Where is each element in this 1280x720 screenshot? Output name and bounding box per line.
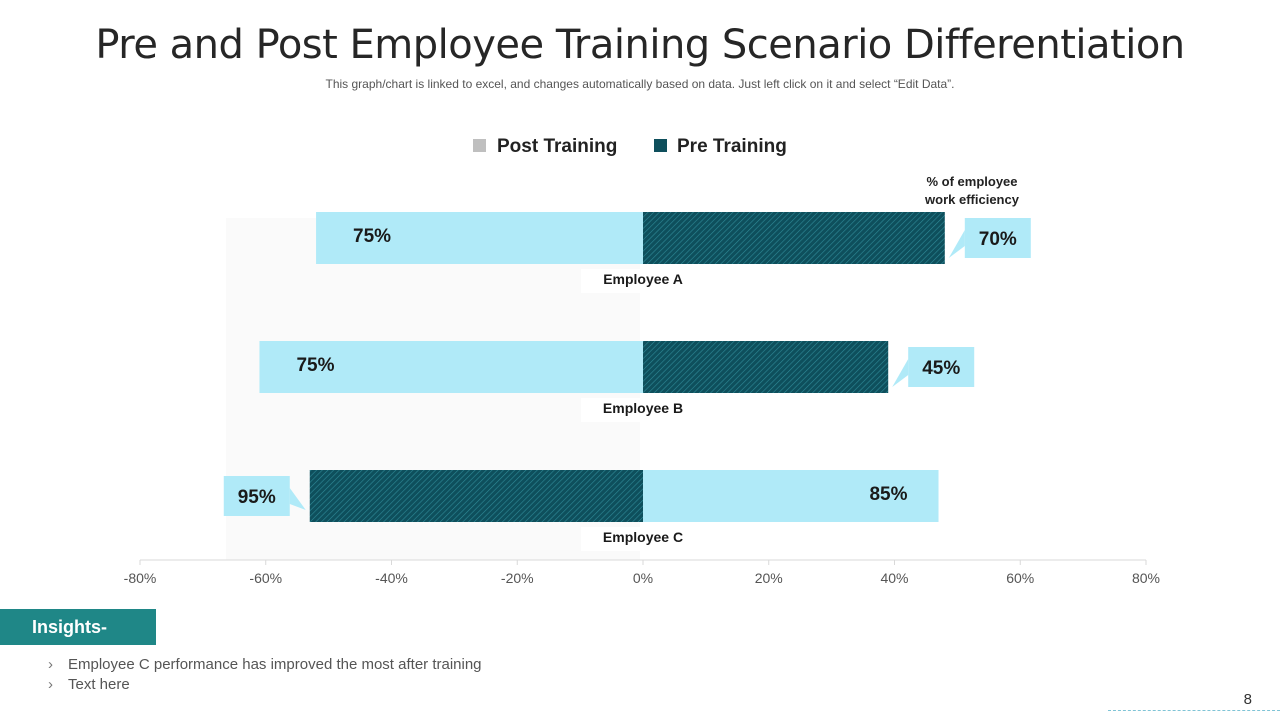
x-tick-label: -40% xyxy=(375,570,408,586)
annotation-line: work efficiency xyxy=(924,192,1020,207)
post-training-bar xyxy=(316,212,643,264)
category-label-bg xyxy=(581,398,705,422)
page-title: Pre and Post Employee Training Scenario … xyxy=(95,22,1185,68)
chevron-right-icon: › xyxy=(48,656,53,673)
x-tick-label: 40% xyxy=(880,570,908,586)
insights-list: › Employee C performance has improved the… xyxy=(48,655,482,695)
pre-training-value-label: 45% xyxy=(922,358,960,379)
x-tick-label: 60% xyxy=(1006,570,1034,586)
category-label-bg xyxy=(581,269,705,293)
legend-label: Pre Training xyxy=(677,136,787,157)
insight-item: › Text here xyxy=(48,675,482,695)
callout-tail xyxy=(892,359,909,387)
category-label: Employee A xyxy=(603,271,683,287)
pre-training-value-label: 95% xyxy=(238,487,276,508)
page-subtitle: This graph/chart is linked to excel, and… xyxy=(325,77,955,91)
annotation-line: % of employee xyxy=(926,174,1017,189)
pre-training-callout xyxy=(964,218,1031,258)
pre-training-callout xyxy=(908,347,975,387)
chart-legend: Post Training Pre Training xyxy=(473,136,787,157)
insights-label: Insights- xyxy=(0,609,156,645)
category-label: Employee C xyxy=(603,529,683,545)
chart-annotation: % of employee work efficiency xyxy=(924,174,1020,207)
insight-text: Text here xyxy=(68,676,130,693)
category-label-bg xyxy=(581,527,705,551)
chevron-right-icon: › xyxy=(48,676,53,693)
legend-swatch xyxy=(654,139,667,152)
x-tick-label: 80% xyxy=(1132,570,1160,586)
callout-tail xyxy=(289,488,306,510)
chart-bars: 75% 70% Employee A 75% 45% Employee B 85% 95% Em… xyxy=(223,212,1031,551)
x-tick-label: -80% xyxy=(124,570,157,586)
x-tick-label: 0% xyxy=(633,570,653,586)
insight-text: Employee C performance has improved the … xyxy=(68,656,482,673)
pre-training-bar xyxy=(643,212,945,264)
x-tick-label: 20% xyxy=(755,570,783,586)
pre-training-bar xyxy=(309,470,643,522)
x-tick-label: -60% xyxy=(249,570,282,586)
category-label: Employee B xyxy=(603,400,683,416)
post-training-value-label: 75% xyxy=(296,355,334,376)
callout-tail xyxy=(948,230,965,258)
post-training-value-label: 85% xyxy=(869,484,907,505)
post-training-bar xyxy=(643,470,939,522)
insight-item: › Employee C performance has improved the… xyxy=(48,655,482,675)
page-number: 8 xyxy=(1243,691,1252,708)
footer-divider xyxy=(1108,710,1280,711)
pre-training-callout xyxy=(223,476,290,516)
legend-label: Post Training xyxy=(497,136,617,157)
x-tick-label: -20% xyxy=(501,570,534,586)
post-training-value-label: 75% xyxy=(353,226,391,247)
efficiency-chart: Post Training Pre Training 75% 70% Employee… xyxy=(124,136,1160,586)
pre-training-value-label: 70% xyxy=(979,229,1017,250)
post-training-bar xyxy=(259,341,643,393)
pre-training-bar xyxy=(643,341,889,393)
legend-swatch xyxy=(473,139,486,152)
x-axis: -80% -60% -40% -20% 0% 20% 40% 60% 80% xyxy=(124,559,1160,586)
